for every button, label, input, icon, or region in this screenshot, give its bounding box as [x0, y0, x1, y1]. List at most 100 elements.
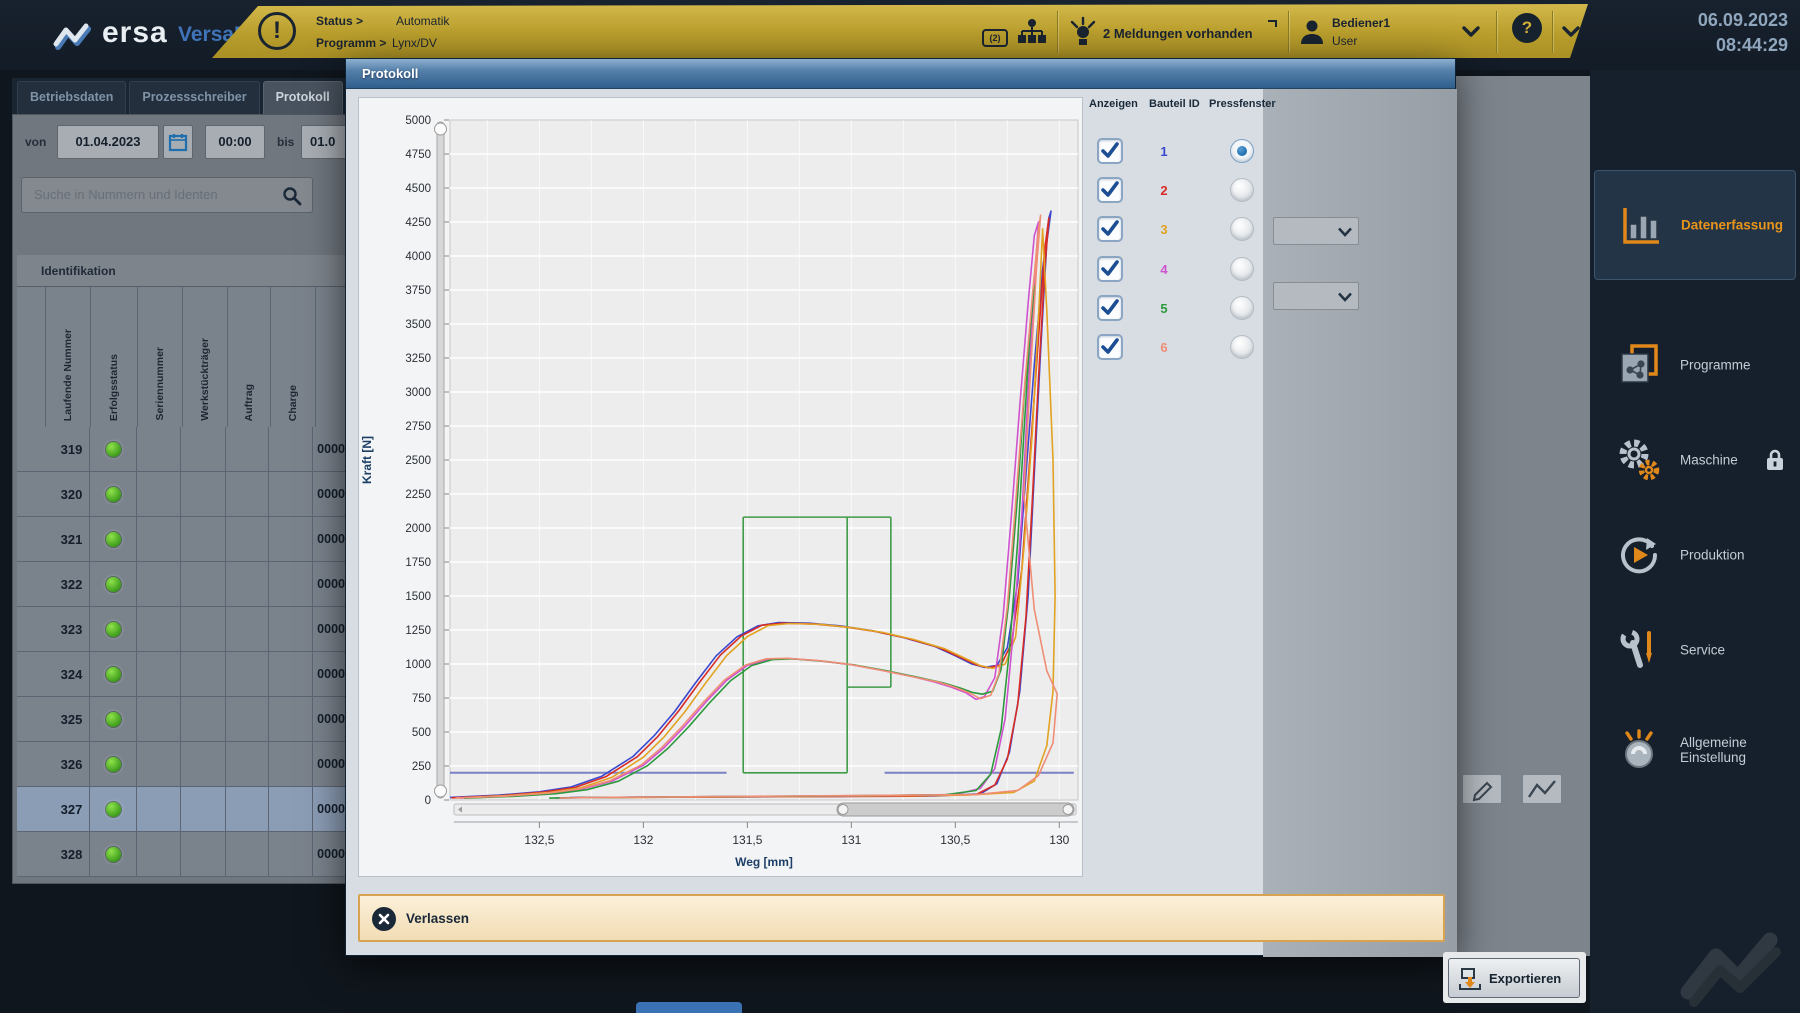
- row-status-cell: [90, 697, 137, 741]
- ersa-logo-icon: [52, 20, 96, 52]
- user-icon: [1298, 18, 1326, 46]
- pencil-icon: [1463, 775, 1501, 803]
- pressfenster-radio[interactable]: [1230, 257, 1254, 281]
- chevron-down-icon[interactable]: [1462, 26, 1480, 38]
- table-row[interactable]: 3210000: [17, 517, 345, 562]
- sidebar-item-produktion[interactable]: Produktion: [1594, 510, 1796, 600]
- y-zoom-slider-handle-top[interactable]: [435, 123, 447, 135]
- table-row[interactable]: 3250000: [17, 697, 345, 742]
- col-label: Seriennummer: [154, 347, 166, 421]
- from-date-field[interactable]: 01.04.2023: [57, 125, 159, 159]
- tab-betriebsdaten[interactable]: Betriebsdaten: [17, 81, 126, 114]
- row-id-value: 0000: [313, 697, 345, 741]
- row-order-cell: [226, 742, 269, 786]
- sidebar-item-programme[interactable]: Programme: [1594, 320, 1796, 410]
- table-row[interactable]: 3280000: [17, 832, 345, 877]
- row-serial-cell: [137, 652, 182, 696]
- y-tick-label: 250: [412, 761, 431, 773]
- protocol-table-body: 3190000320000032100003220000323000032400…: [17, 427, 345, 877]
- anzeigen-checkbox[interactable]: [1097, 256, 1123, 282]
- wrench-icon: [1616, 627, 1662, 673]
- tab-protokoll[interactable]: Protokoll: [263, 81, 343, 114]
- table-row[interactable]: 3190000: [17, 427, 345, 472]
- x-scrollbar-thumb-cap[interactable]: [1063, 805, 1073, 815]
- row-charge-cell: [269, 832, 314, 876]
- status-ok-dot: [106, 712, 121, 727]
- pressfenster-radio[interactable]: [1230, 178, 1254, 202]
- pressfenster-radio[interactable]: [1230, 217, 1254, 241]
- pressfenster-radio[interactable]: [1230, 139, 1254, 163]
- tab-prozessschreiber[interactable]: Prozessschreiber: [129, 81, 259, 114]
- anzeigen-checkbox[interactable]: [1097, 216, 1123, 242]
- row-carrier-cell: [181, 517, 226, 561]
- bauteil-id-label: 2: [1149, 183, 1179, 198]
- x-tick-label: 131,5: [732, 833, 762, 847]
- export-button[interactable]: Exportieren: [1448, 958, 1580, 998]
- y-zoom-slider-handle-bottom[interactable]: [435, 785, 447, 797]
- table-row[interactable]: 3260000: [17, 742, 345, 787]
- x-tick-label: 130,5: [940, 833, 970, 847]
- bar-chart-icon: [1617, 202, 1663, 248]
- pressfenster-radio[interactable]: [1230, 296, 1254, 320]
- user-name[interactable]: Bediener1: [1332, 16, 1390, 30]
- help-button[interactable]: ?: [1512, 13, 1542, 43]
- table-row[interactable]: 3240000: [17, 652, 345, 697]
- search-input[interactable]: Suche in Nummern und Identen: [21, 177, 313, 213]
- row-id-value: 0000: [313, 742, 345, 786]
- settings-knob-icon: [1616, 727, 1662, 773]
- y-tick-label: 2000: [405, 523, 431, 535]
- row-id-value: 0000: [313, 652, 345, 696]
- search-icon[interactable]: [282, 186, 302, 206]
- x-tick-label: 132: [633, 833, 653, 847]
- from-time-field[interactable]: 00:00: [205, 125, 265, 159]
- messages-text[interactable]: 2 Meldungen vorhanden: [1103, 26, 1253, 41]
- dialog-dropdown[interactable]: [1273, 217, 1359, 245]
- verlassen-button[interactable]: Verlassen: [358, 894, 1445, 942]
- protokoll-dialog: Protokoll 025050075010001250150017502000…: [345, 58, 1456, 956]
- bauteil-id-label: 3: [1149, 222, 1179, 237]
- banner-divider: [1288, 11, 1289, 53]
- table-row[interactable]: 3220000: [17, 562, 345, 607]
- table-row[interactable]: 3230000: [17, 607, 345, 652]
- sidebar-item-service[interactable]: Service: [1594, 605, 1796, 695]
- left-tab-bar: Betriebsdaten Prozessschreiber Protokoll: [12, 78, 348, 114]
- y-tick-label: 1000: [405, 659, 431, 671]
- calendar-button[interactable]: [163, 125, 193, 159]
- legend-header-anzeigen: Anzeigen: [1089, 98, 1138, 110]
- alert-icon[interactable]: !: [258, 12, 296, 50]
- dialog-title-bar[interactable]: Protokoll: [346, 59, 1455, 89]
- ersa-watermark-icon: [1678, 930, 1794, 1010]
- app-root: ersa VersaFit ! Status > Automatik Progr…: [0, 0, 1800, 1013]
- row-serial-cell: [137, 607, 182, 651]
- table-row[interactable]: 3200000: [17, 472, 345, 517]
- status-value: Automatik: [396, 14, 449, 28]
- dialog-dropdown[interactable]: [1273, 282, 1359, 310]
- anzeigen-checkbox[interactable]: [1097, 177, 1123, 203]
- y-zoom-slider-track[interactable]: [437, 122, 444, 798]
- sidebar-item-maschine[interactable]: Maschine: [1594, 415, 1796, 505]
- row-charge-cell: [269, 742, 314, 786]
- chevron-down-icon[interactable]: [1562, 26, 1580, 38]
- row-status-cell: [90, 652, 137, 696]
- edit-button[interactable]: [1462, 774, 1502, 804]
- y-tick-label: 3500: [405, 319, 431, 331]
- network-icon[interactable]: [1015, 16, 1049, 50]
- anzeigen-checkbox[interactable]: [1097, 334, 1123, 360]
- search-placeholder: Suche in Nummern und Identen: [34, 187, 218, 202]
- export-label: Exportieren: [1489, 971, 1561, 986]
- force-displacement-chart[interactable]: 0250500750100012501500175020002250250027…: [359, 98, 1084, 878]
- bauteil-id-label: 4: [1149, 262, 1179, 277]
- taskbar-peek[interactable]: [636, 1002, 742, 1013]
- row-id-value: 0000: [313, 787, 345, 831]
- anzeigen-checkbox[interactable]: [1097, 295, 1123, 321]
- x-scrollbar-thumb[interactable]: [837, 803, 1074, 816]
- curve-view-button[interactable]: [1522, 774, 1562, 804]
- row-serial-cell: [137, 427, 182, 471]
- x-scrollbar-thumb-cap[interactable]: [838, 805, 848, 815]
- sidebar-item-datenerfassung[interactable]: Datenerfassung: [1594, 170, 1796, 280]
- table-row[interactable]: 3270000: [17, 787, 345, 832]
- bis-label: bis: [277, 135, 294, 149]
- pressfenster-radio[interactable]: [1230, 335, 1254, 359]
- anzeigen-checkbox[interactable]: [1097, 138, 1123, 164]
- sidebar-item-allgemeine-einstellung[interactable]: Allgemeine Einstellung: [1594, 700, 1796, 800]
